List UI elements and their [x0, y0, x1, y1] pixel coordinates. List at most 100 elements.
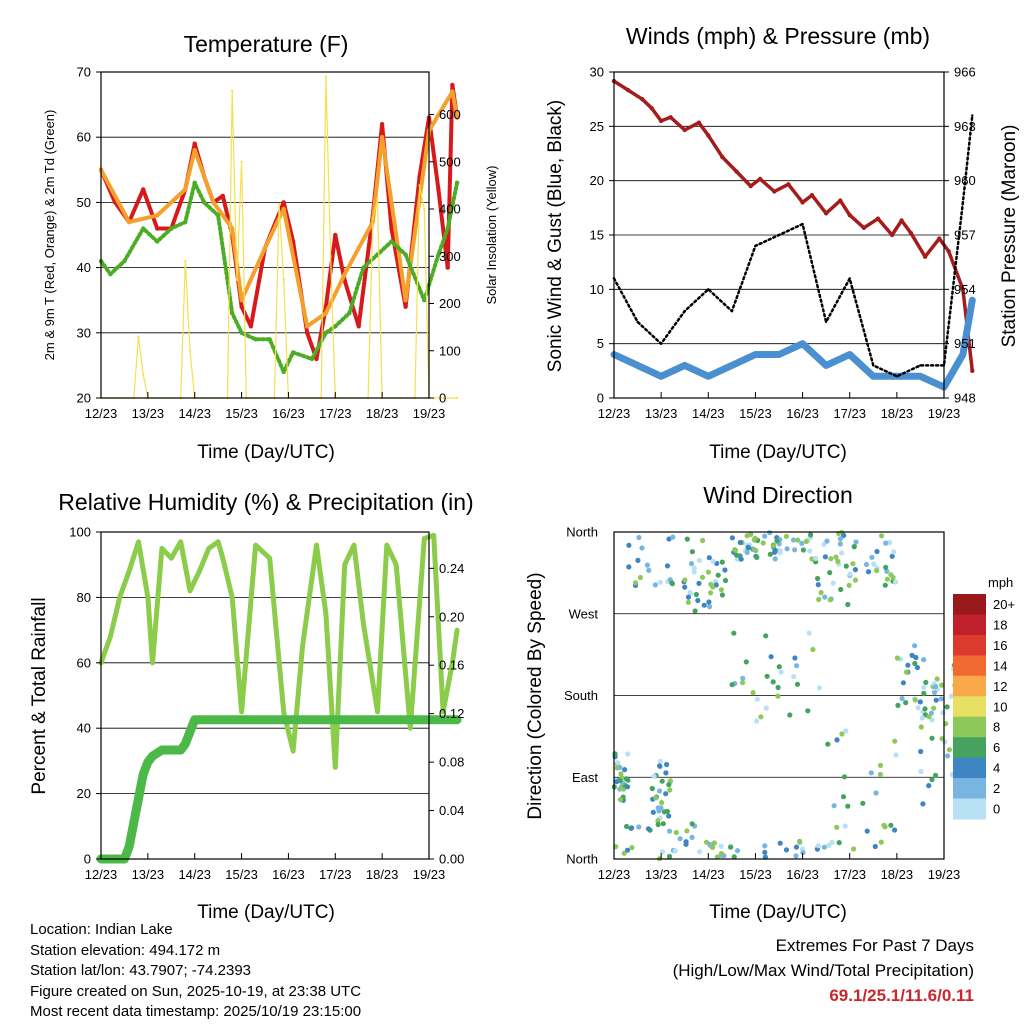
wind-direction-point	[926, 783, 932, 789]
humidity-xlabel: Time (Day/UTC)	[197, 902, 335, 923]
data-point	[333, 232, 338, 238]
wind-direction-point	[673, 829, 679, 836]
y2-tick-label: 948	[954, 391, 976, 406]
data-point	[658, 118, 664, 124]
wind-direction-point	[793, 853, 799, 859]
wind-direction-point	[657, 579, 663, 585]
data-point	[838, 198, 843, 203]
x-tick-label: 12/23	[85, 406, 118, 421]
wind-direction-point	[722, 577, 729, 584]
data-point	[239, 298, 244, 303]
data-point	[454, 115, 460, 120]
data-point	[423, 207, 426, 211]
wind-direction-point	[827, 570, 833, 576]
wind-direction-point	[763, 633, 769, 639]
data-point	[379, 135, 385, 140]
wind-direction-point	[895, 702, 901, 709]
data-point	[230, 311, 235, 316]
data-point	[155, 213, 160, 218]
wind-direction-point	[827, 597, 833, 603]
wind-direction-point	[840, 794, 847, 800]
wind-direction-point	[689, 821, 695, 827]
data-point	[188, 349, 192, 352]
data-point	[922, 254, 928, 259]
colorbar-label: 8	[993, 720, 1000, 735]
wind-direction-point	[894, 655, 901, 661]
wind-direction-point	[762, 849, 768, 855]
data-point	[314, 542, 319, 548]
data-point	[347, 311, 352, 316]
wind-direction-point	[882, 582, 888, 588]
data-point	[961, 201, 965, 204]
wind-direction-point	[822, 554, 829, 560]
wind-direction-point	[778, 669, 784, 675]
data-point	[323, 311, 329, 316]
wind-direction-title: Wind Direction	[703, 482, 853, 508]
data-point	[361, 621, 366, 626]
wind-direction-point	[622, 767, 628, 773]
data-point	[871, 374, 876, 379]
data-point	[682, 363, 687, 368]
wind-direction-point	[792, 547, 798, 553]
data-point	[211, 200, 216, 205]
y2-tick-label: 300	[439, 249, 461, 264]
wind-direction-point	[914, 664, 921, 671]
data-point	[418, 184, 421, 187]
data-point	[230, 226, 235, 231]
colorbar-swatch	[953, 675, 986, 697]
direction-label: East	[572, 770, 598, 785]
wind-direction-point	[743, 659, 749, 665]
wind-direction-ylabel: Direction (Colored By Speed)	[525, 572, 546, 819]
wind-direction-point	[740, 680, 746, 686]
data-point	[145, 759, 151, 765]
y-tick-label: 30	[590, 65, 604, 80]
wind-direction-point	[892, 827, 898, 833]
y-tick-label: 0	[597, 391, 604, 406]
wind-direction-point	[764, 673, 770, 679]
wind-direction-point	[772, 547, 778, 554]
data-point	[823, 211, 829, 216]
wind-direction-point	[768, 654, 774, 660]
wind-direction-point	[635, 557, 641, 564]
wind-direction-point	[913, 654, 919, 661]
data-point	[267, 337, 272, 342]
wind-direction-point	[864, 828, 870, 834]
wind-direction-point	[762, 843, 768, 849]
data-point	[215, 213, 221, 218]
data-point	[141, 187, 146, 192]
wind-direction-point	[683, 839, 689, 845]
data-point	[145, 595, 151, 600]
figure-created: Figure created on Sun, 2025-10-19, at 23…	[30, 982, 362, 1000]
data-point	[375, 709, 380, 715]
wind-direction-point	[797, 839, 803, 845]
wind-direction-point	[821, 844, 828, 850]
wind-direction-point	[649, 785, 655, 792]
colorbar-swatch	[953, 716, 986, 738]
wind-direction-point	[722, 567, 728, 573]
y-tick-label: 30	[77, 325, 91, 340]
data-point	[379, 122, 385, 127]
data-point	[389, 226, 394, 231]
data-point	[970, 368, 975, 373]
wind-direction-point	[685, 594, 692, 600]
wind-direction-point	[677, 836, 683, 842]
wind-direction-point	[666, 853, 673, 860]
y2-tick-label: 960	[954, 173, 976, 188]
wind-direction-point	[734, 848, 741, 854]
data-point	[150, 753, 155, 759]
wind-direction-point	[815, 843, 821, 849]
data-point	[861, 225, 867, 230]
wind-direction-point	[944, 704, 950, 710]
x-tick-label: 19/23	[413, 406, 446, 421]
wind-direction-point	[912, 660, 918, 667]
data-point	[823, 363, 829, 368]
series-total-rainfall	[96, 715, 462, 864]
wind-direction-point	[754, 696, 761, 702]
data-point	[636, 320, 639, 324]
wind-direction-point	[889, 553, 895, 559]
wind-direction-point	[815, 582, 821, 588]
wind-direction-frame	[613, 531, 945, 860]
winds-title: Winds (mph) & Pressure (mb)	[626, 23, 930, 49]
wind-direction-point	[929, 717, 935, 723]
wind-direction-point	[838, 586, 844, 593]
